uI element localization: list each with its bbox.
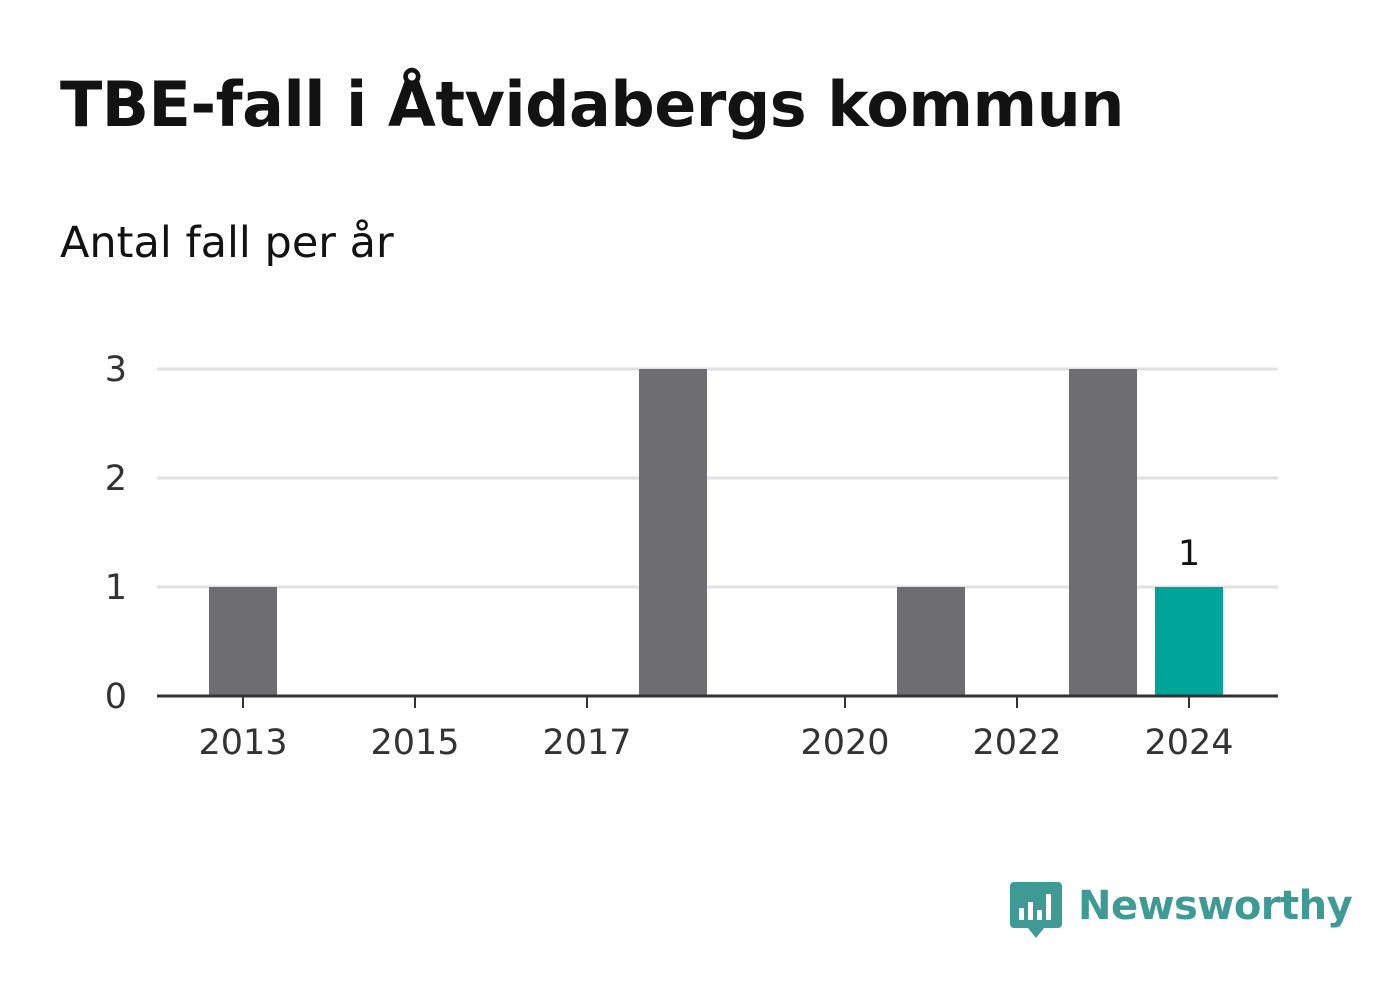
x-tick-label: 2020 xyxy=(800,723,889,763)
x-tick-label: 2022 xyxy=(972,723,1061,763)
bars xyxy=(209,369,1223,696)
y-tick-label: 3 xyxy=(105,350,127,390)
bar xyxy=(639,369,707,696)
brand-logo: Newsworthy xyxy=(1010,878,1353,942)
bar xyxy=(1069,369,1137,696)
bar xyxy=(897,587,965,696)
data-label: 1 xyxy=(1178,534,1200,574)
bar-chart-speech-bubble-icon xyxy=(1010,882,1062,938)
chart-title: TBE-fall i Åtvidabergs kommun xyxy=(60,68,1124,141)
y-tick-label: 0 xyxy=(105,677,127,717)
bar xyxy=(1155,587,1223,696)
y-tick-label: 2 xyxy=(105,459,127,499)
labels: 0 1 2 3 2013 2015 2017 2020 2022 2024 1 xyxy=(105,350,1234,763)
x-tick-label: 2024 xyxy=(1144,723,1233,763)
x-axis xyxy=(157,694,1278,708)
chart-subtitle: Antal fall per år xyxy=(60,218,394,268)
x-tick-label: 2013 xyxy=(198,723,287,763)
brand-name: Newsworthy xyxy=(1078,883,1353,929)
x-tick-label: 2015 xyxy=(370,723,459,763)
x-tick-label: 2017 xyxy=(542,723,631,763)
y-tick-label: 1 xyxy=(105,568,127,608)
bar xyxy=(209,587,277,696)
